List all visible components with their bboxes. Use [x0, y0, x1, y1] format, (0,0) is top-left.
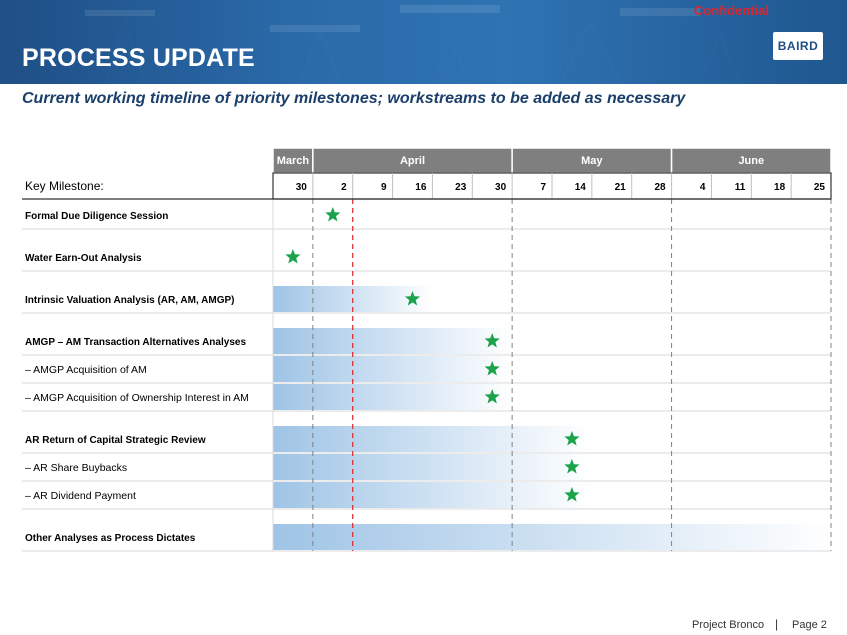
month-header-cell — [312, 147, 513, 174]
milestone-star-icon — [404, 291, 421, 306]
milestone-label: Formal Due Diligence Session — [25, 211, 168, 222]
footer-separator: | — [775, 617, 779, 631]
milestone-star-icon — [564, 431, 580, 446]
timeline-bar — [273, 524, 831, 550]
confidential-label: Confidential — [693, 3, 769, 18]
week-label: 16 — [415, 182, 427, 193]
header-banner: Confidential PROCESS UPDATE BAIRD — [0, 0, 847, 84]
milestone-label: AMGP – AM Transaction Alternatives Analy… — [25, 337, 246, 348]
week-label: 25 — [814, 182, 826, 193]
milestone-star-icon — [325, 207, 341, 222]
month-label: May — [581, 155, 603, 167]
week-label: 14 — [575, 182, 587, 193]
milestone-star-icon — [484, 333, 500, 348]
milestone-star-icon — [484, 361, 500, 376]
month-header-cell — [670, 147, 832, 174]
week-label: 11 — [735, 182, 746, 193]
milestone-label: Water Earn-Out Analysis — [25, 253, 142, 264]
milestone-label: – AMGP Acquisition of AM — [25, 364, 147, 376]
week-label: 7 — [540, 182, 546, 193]
footer-project-name: Project Bronco — [692, 619, 765, 631]
milestone-label: Intrinsic Valuation Analysis (AR, AM, AM… — [25, 295, 234, 306]
week-label: 2 — [341, 182, 347, 193]
oil-derrick-background — [85, 5, 700, 32]
milestone-label: – AR Share Buybacks — [25, 462, 127, 474]
timeline-bar — [273, 328, 513, 354]
month-label: June — [738, 155, 764, 167]
milestone-star-icon — [564, 487, 580, 502]
timeline-bar — [273, 482, 592, 508]
month-header-cell — [272, 147, 314, 174]
timeline-bar — [273, 454, 592, 480]
month-label: April — [400, 155, 425, 167]
milestone-star-icon — [285, 249, 301, 264]
week-label: 23 — [455, 182, 467, 193]
milestone-label: – AMGP Acquisition of Ownership Interest… — [25, 392, 249, 404]
timeline-bar — [273, 356, 513, 382]
baird-logo: BAIRD — [773, 32, 823, 60]
week-label: 21 — [615, 182, 627, 193]
footer-page-number: Page 2 — [792, 619, 827, 631]
week-label: 9 — [381, 182, 387, 193]
timeline-bar — [273, 384, 513, 410]
milestone-timeline: March April May June 30 2 9 16 23 30 7 14 21 28 4 11 18 2… — [22, 147, 832, 552]
month-label: March — [277, 155, 310, 167]
week-label: 4 — [700, 182, 706, 193]
page-title: PROCESS UPDATE — [22, 44, 255, 72]
timeline-bar — [273, 426, 592, 452]
milestone-label: – AR Dividend Payment — [25, 490, 136, 502]
milestone-star-icon — [564, 459, 580, 474]
milestone-label: AR Return of Capital Strategic Review — [25, 435, 206, 446]
week-label: 18 — [774, 182, 786, 193]
week-label: 30 — [296, 182, 308, 193]
key-milestone-heading: Key Milestone: — [25, 179, 104, 193]
milestone-star-icon — [484, 389, 500, 404]
week-label: 28 — [654, 182, 666, 193]
week-label: 30 — [495, 182, 507, 193]
milestone-label: Other Analyses as Process Dictates — [25, 533, 196, 544]
page-subtitle: Current working timeline of priority mil… — [22, 90, 686, 107]
